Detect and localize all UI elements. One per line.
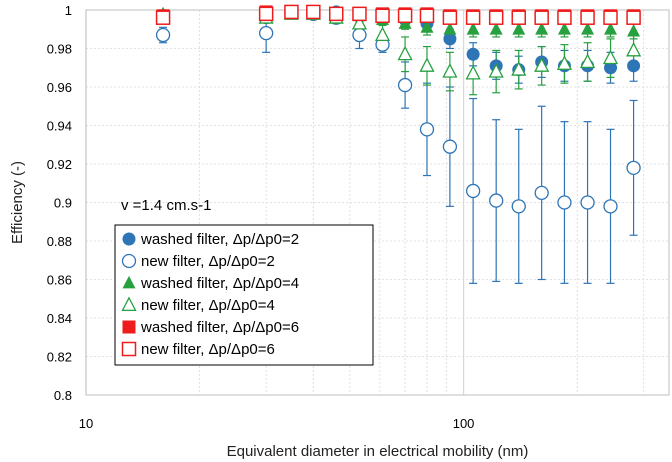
data-point-triangle-filled <box>557 22 571 35</box>
data-point-triangle-filled <box>420 20 434 33</box>
y-tick-label: 0.82 <box>47 350 72 365</box>
data-point-triangle-open <box>351 14 368 30</box>
data-point-square-open <box>488 10 504 25</box>
data-point-circle-filled <box>604 61 618 75</box>
data-point-triangle-open <box>442 63 458 78</box>
data-point-circle-open <box>258 25 274 41</box>
data-point-square-open <box>442 10 458 25</box>
data-point-circle-open <box>352 27 367 43</box>
velocity-annotation: v =1.4 cm.s-1 <box>121 197 211 214</box>
legend-marker <box>122 320 136 334</box>
legend-box <box>114 224 374 366</box>
data-point-circle-filled <box>466 47 480 61</box>
data-point-circle-open <box>419 122 435 137</box>
x-tick-label: 10 <box>79 416 93 431</box>
legend-marker <box>122 275 136 289</box>
y-tick-label: 1 <box>65 3 72 18</box>
y-tick-label: 0.8 <box>54 388 72 403</box>
data-point-circle-open <box>489 193 504 208</box>
data-point-triangle-open <box>488 63 504 78</box>
data-point-circle-open <box>626 160 641 176</box>
y-tick-label: 0.92 <box>47 157 72 172</box>
legend-label: new filter, Δp/Δp0=4 <box>141 297 275 314</box>
legend-marker <box>121 296 137 312</box>
data-point-square-open <box>534 10 549 25</box>
data-point-triangle-open <box>626 41 642 57</box>
data-point-square-open <box>511 10 526 25</box>
data-point-square-open <box>626 10 641 25</box>
x-tick-label: 100 <box>453 416 475 431</box>
data-point-square-open <box>375 8 390 24</box>
data-point-triangle-filled <box>466 22 480 35</box>
data-point-square-open <box>465 10 481 25</box>
y-tick-label: 0.94 <box>47 119 72 134</box>
y-tick-label: 0.86 <box>47 273 72 288</box>
legend-marker <box>121 253 137 269</box>
data-point-circle-open <box>580 195 595 210</box>
y-axis-title: Efficiency (-) <box>9 161 26 244</box>
y-tick-label: 0.98 <box>47 42 72 57</box>
data-point-triangle-open <box>374 26 391 42</box>
data-point-triangle-open <box>397 45 413 61</box>
data-point-circle-open <box>397 77 413 93</box>
data-point-circle-open <box>155 27 171 43</box>
data-point-circle-open <box>442 139 458 154</box>
data-point-square-open <box>557 10 572 25</box>
data-point-circle-filled <box>627 59 641 73</box>
legend-marker <box>121 341 137 357</box>
data-point-circle-open <box>557 195 572 210</box>
data-point-triangle-filled <box>604 22 618 35</box>
data-point-triangle-filled <box>489 22 503 35</box>
legend-label: washed filter, Δp/Δp0=2 <box>140 231 299 248</box>
y-tick-label: 0.96 <box>47 80 72 95</box>
data-point-circle-open <box>511 199 526 214</box>
data-point-square-open <box>306 4 321 20</box>
data-point-triangle-open <box>579 53 596 68</box>
y-tick-label: 0.88 <box>47 234 72 249</box>
legend-label: new filter, Δp/Δp0=6 <box>141 341 275 358</box>
data-point-triangle-filled <box>512 22 526 35</box>
x-axis-ticks: 10 100 <box>79 416 475 431</box>
data-point-triangle-filled <box>535 22 549 35</box>
data-point-circle-open <box>465 183 481 199</box>
data-point-triangle-open <box>419 57 435 72</box>
data-point-square-open <box>155 10 171 25</box>
legend-marker <box>122 232 136 246</box>
data-point-square-open <box>284 4 299 20</box>
data-point-triangle-open <box>556 55 573 70</box>
y-tick-label: 0.84 <box>47 311 72 326</box>
legend-label: new filter, Δp/Δp0=2 <box>141 253 275 270</box>
data-point-square-open <box>352 6 367 22</box>
y-tick-label: 0.9 <box>54 196 72 211</box>
data-point-square-open <box>603 10 618 25</box>
data-point-triangle-open <box>534 57 550 72</box>
data-point-circle-open <box>603 199 618 214</box>
data-point-triangle-filled <box>581 22 595 35</box>
data-point-triangle-open <box>511 61 527 76</box>
data-markers <box>155 4 642 214</box>
data-point-square-open <box>580 10 595 25</box>
data-point-triangle-filled <box>443 22 457 35</box>
data-point-triangle-open <box>465 64 481 80</box>
y-axis-ticks: 0.8 0.82 0.84 0.86 0.88 0.9 0.92 0.94 0.96 0.98 1 <box>47 3 72 403</box>
data-point-square-open <box>328 6 344 22</box>
legend-label: washed filter, Δp/Δp0=4 <box>140 275 299 292</box>
data-point-circle-filled <box>443 32 457 46</box>
legend: washed filter, Δp/Δp0=2 new filter, Δp/Δp… <box>114 224 374 366</box>
data-point-circle-open <box>534 185 549 201</box>
data-point-triangle-filled <box>627 24 641 37</box>
data-point-square-open <box>258 6 274 22</box>
data-point-square-open <box>397 8 413 24</box>
data-point-square-open <box>419 8 435 24</box>
x-axis-title: Equivalent diameter in electrical mobili… <box>227 443 529 460</box>
data-point-triangle-open <box>602 49 619 65</box>
legend-label: washed filter, Δp/Δp0=6 <box>140 319 299 336</box>
